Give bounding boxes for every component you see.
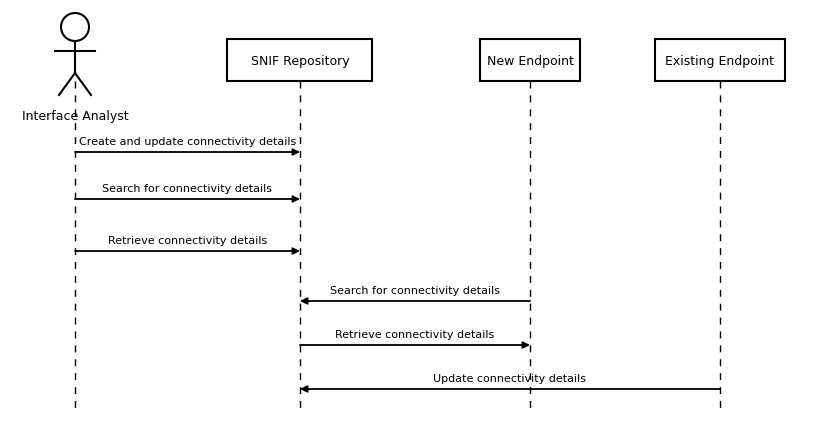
Text: Search for connectivity details: Search for connectivity details <box>330 285 500 295</box>
Text: Search for connectivity details: Search for connectivity details <box>103 184 272 193</box>
Bar <box>227 40 373 82</box>
Text: SNIF Repository: SNIF Repository <box>251 55 349 67</box>
Bar <box>480 40 580 82</box>
Text: Retrieve connectivity details: Retrieve connectivity details <box>108 236 267 245</box>
Text: Existing Endpoint: Existing Endpoint <box>666 55 774 67</box>
Text: New Endpoint: New Endpoint <box>486 55 574 67</box>
Text: Create and update connectivity details: Create and update connectivity details <box>79 137 296 147</box>
Text: Update connectivity details: Update connectivity details <box>434 373 587 383</box>
Bar <box>655 40 785 82</box>
Text: Retrieve connectivity details: Retrieve connectivity details <box>336 329 495 339</box>
Text: Interface Analyst: Interface Analyst <box>21 110 128 123</box>
